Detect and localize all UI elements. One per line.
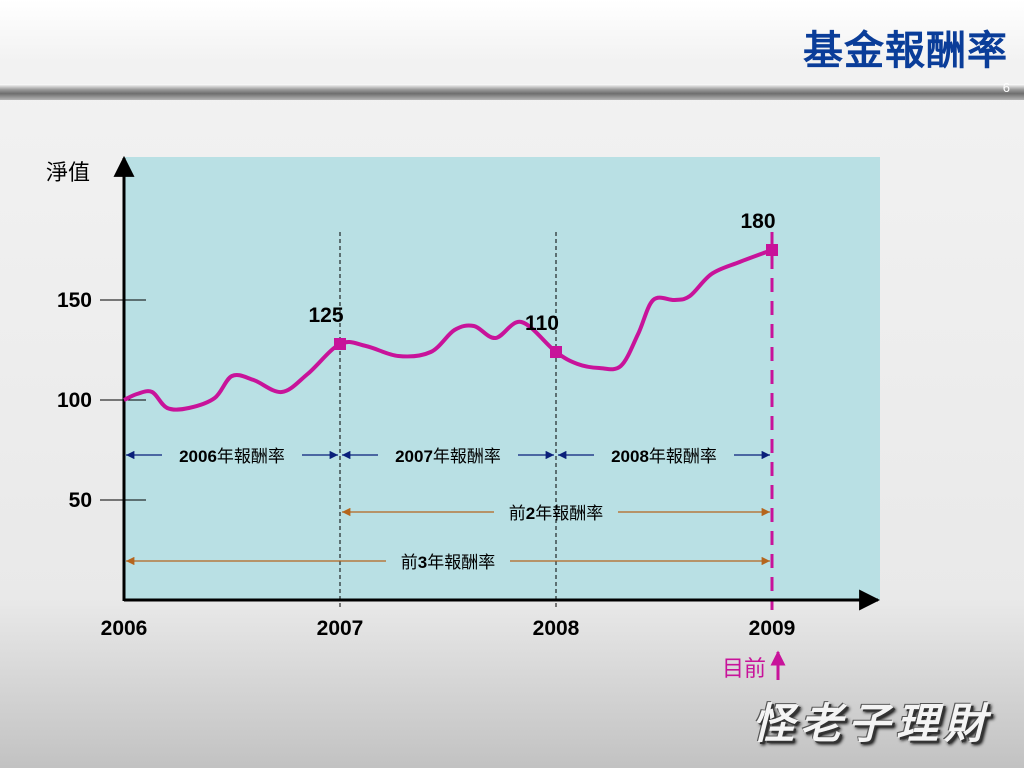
title-rule [0,84,1024,100]
period-label: 前2年報酬率 [509,504,603,523]
page-number: 6 [1002,80,1010,95]
data-point-marker [334,338,346,350]
brand-logo: 怪老子理財 [751,699,992,748]
data-point-label: 125 [308,304,343,327]
x-tick-label: 2008 [533,617,580,640]
data-point-label: 180 [740,210,775,233]
nav-series-line [123,248,773,412]
period-label: 2006年報酬率 [179,447,285,466]
period-label: 前3年報酬率 [401,553,495,572]
data-point-marker [550,346,562,358]
x-tick-label: 2009 [749,617,796,640]
y-tick-label: 50 [69,489,92,512]
slide-title: 基金報酬率 [803,28,1008,74]
y-tick-label: 100 [57,389,92,412]
current-label: 目前 [722,656,766,681]
x-tick-label: 2006 [101,617,148,640]
period-label: 2008年報酬率 [611,447,717,466]
x-tick-label: 2007 [317,617,364,640]
data-point-marker [766,244,778,256]
period-label: 2007年報酬率 [395,447,501,466]
data-point-label: 110 [525,312,559,335]
y-tick-label: 150 [57,289,92,312]
y-axis-label: 淨值 [46,160,90,185]
